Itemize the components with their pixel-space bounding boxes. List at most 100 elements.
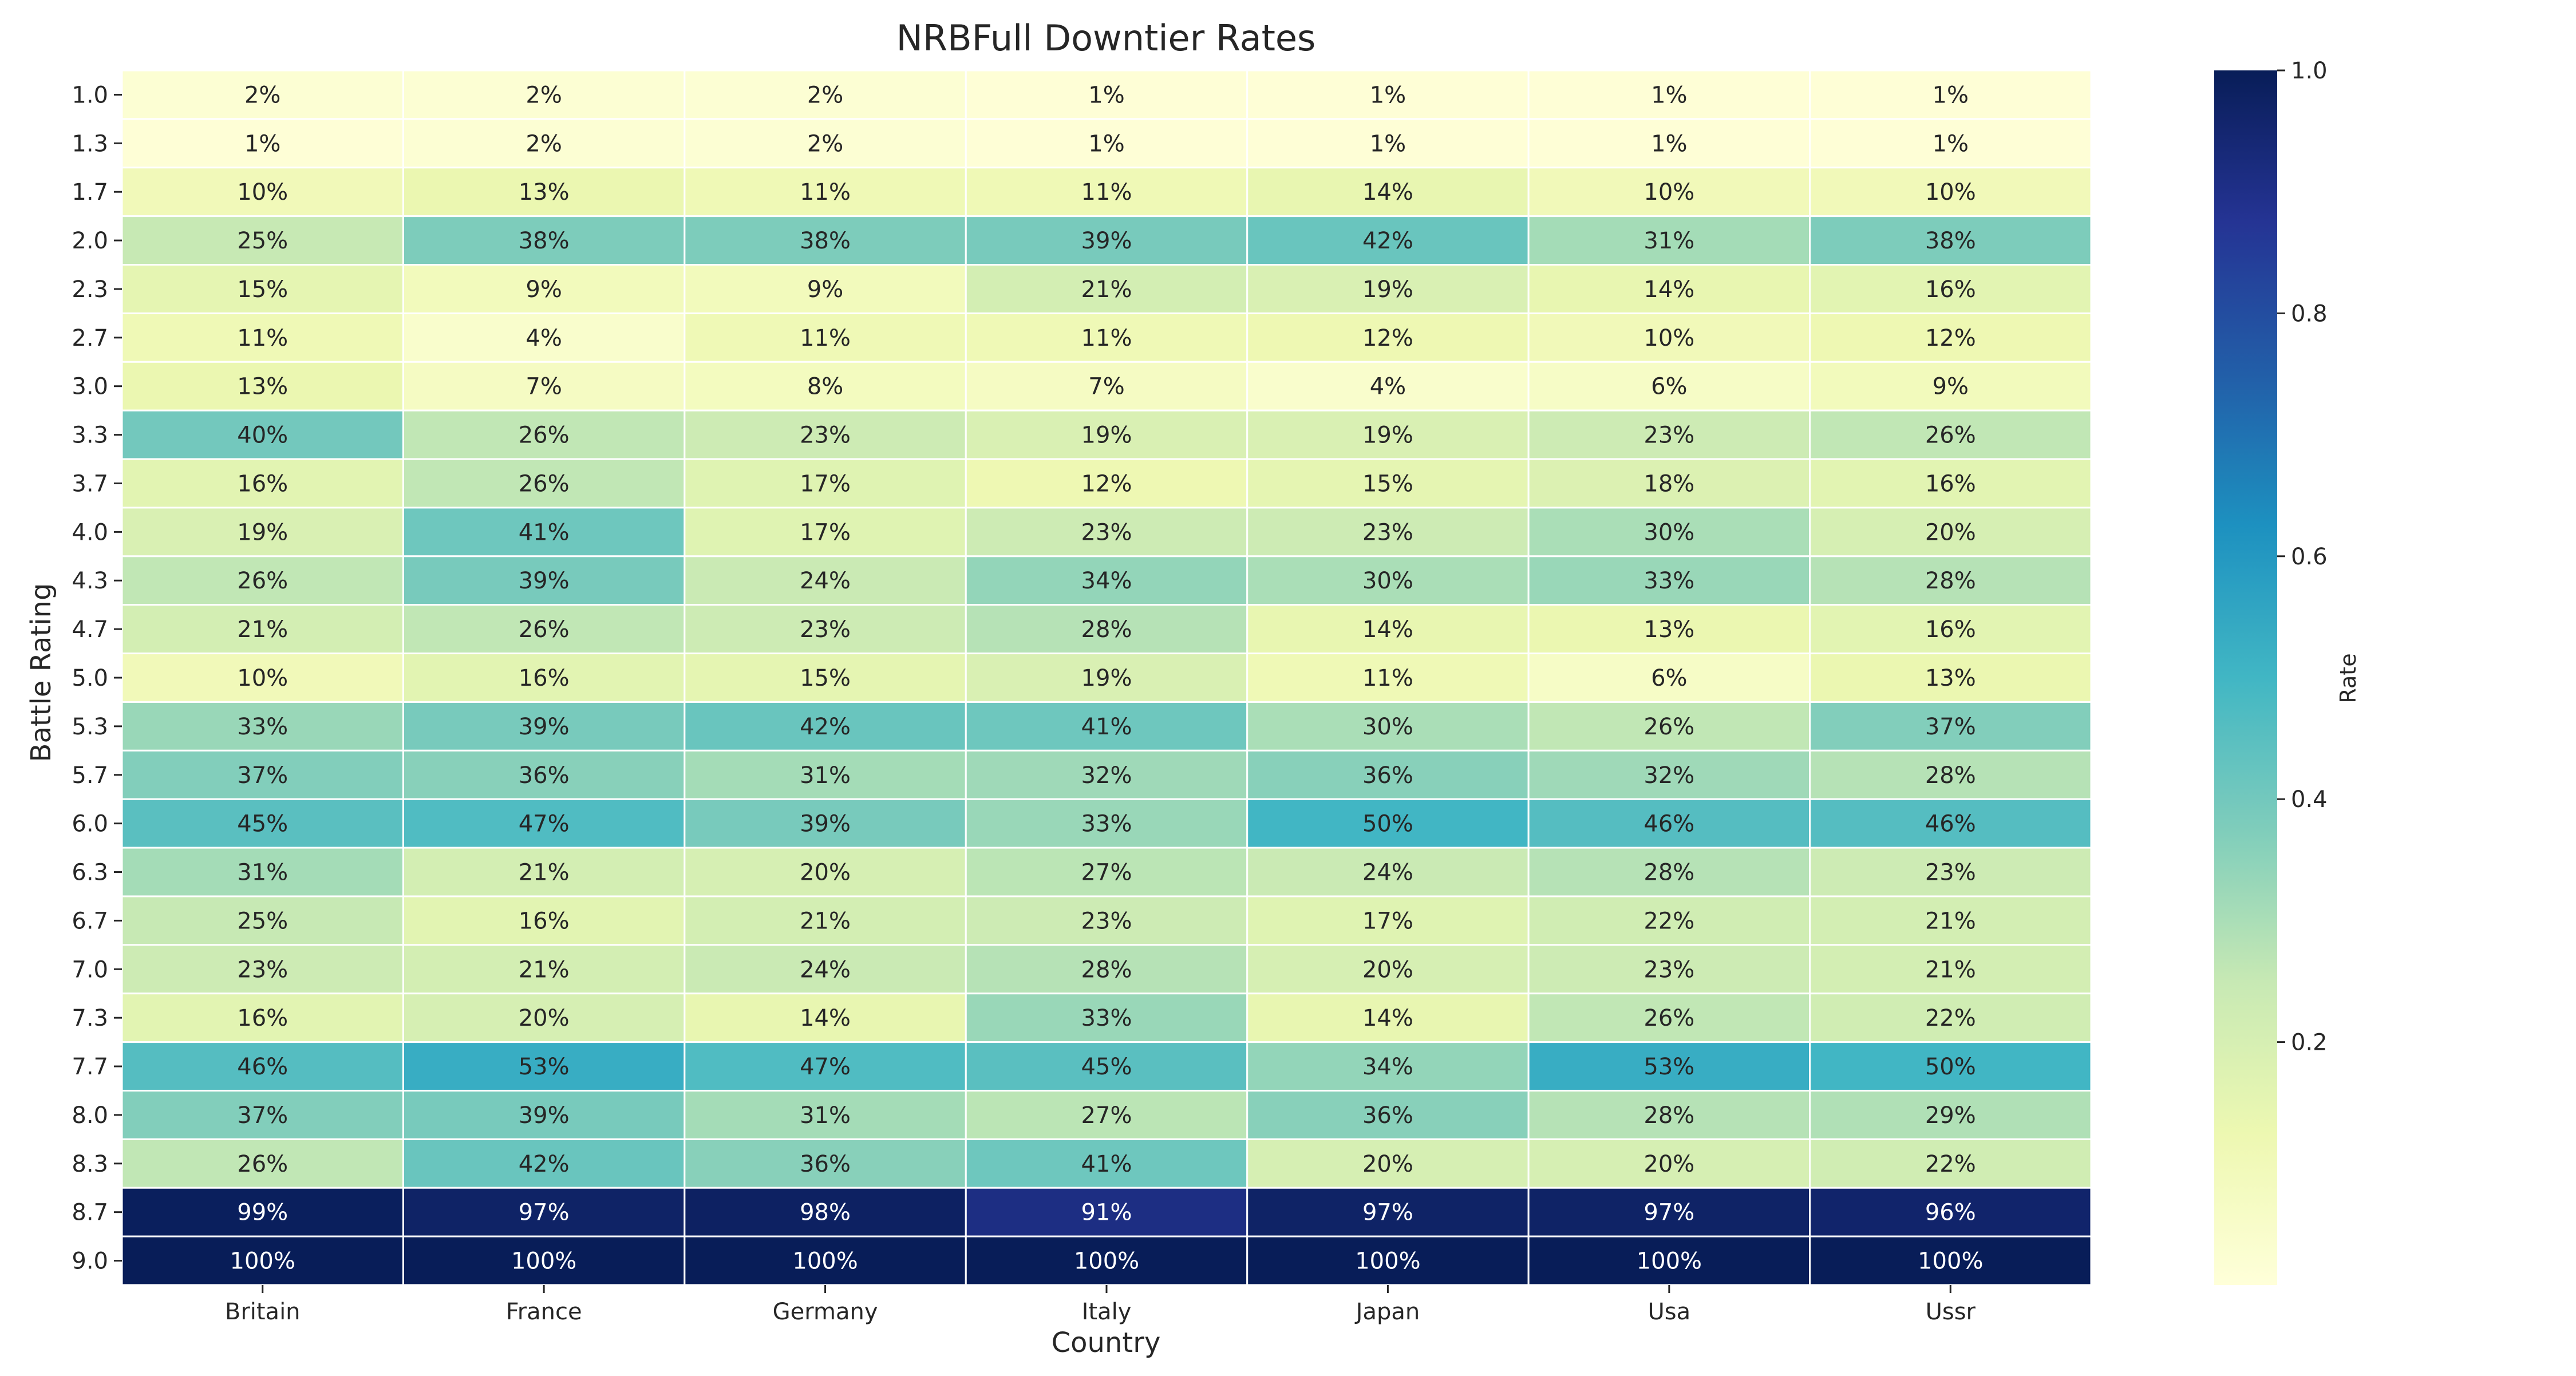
- cell-value-label: 50%: [1362, 811, 1413, 837]
- cell-value-label: 1%: [1933, 82, 1969, 108]
- cell-value-label: 1%: [1088, 131, 1124, 157]
- cell-value-label: 21%: [519, 956, 570, 983]
- cell-value-label: 4%: [526, 325, 562, 351]
- cell-value-label: 100%: [792, 1248, 858, 1275]
- heatmap-cell: [1809, 701, 2092, 752]
- cell-value-label: 12%: [1081, 470, 1132, 497]
- cell-value-label: 38%: [1925, 228, 1976, 254]
- cell-value-label: 26%: [237, 568, 288, 594]
- cell-value-label: 7%: [1088, 374, 1124, 400]
- cell-value-label: 19%: [1362, 276, 1413, 303]
- heatmap-cell: [121, 749, 404, 800]
- cell-value-label: 19%: [237, 519, 288, 545]
- cell-value-label: 23%: [1362, 519, 1413, 545]
- cell-value-label: 15%: [237, 276, 288, 303]
- cell-value-label: 26%: [1643, 1005, 1694, 1031]
- heatmap-cell: [1246, 1235, 1530, 1286]
- cell-value-label: 31%: [237, 860, 288, 886]
- heatmap-cell: [402, 215, 686, 266]
- heatmap-cell: [1809, 847, 2092, 897]
- heatmap-cell: [121, 944, 404, 995]
- heatmap-cell: [683, 895, 967, 946]
- cell-value-label: 100%: [1355, 1248, 1420, 1275]
- heatmap-cell: [402, 749, 686, 800]
- y-axis: 1.0 1.3 1.7 2.0 2.3 2.7 3.0 3.3 3.7 4.0 4.3 4.7 5.0 5…: [72, 82, 122, 1275]
- cell-value-label: 16%: [237, 470, 288, 497]
- heatmap-cell: [1809, 312, 2092, 363]
- heatmap-cell: [965, 847, 1249, 897]
- heatmap-cell: [402, 798, 686, 849]
- heatmap-cell: [683, 1138, 967, 1189]
- cell-value-label: 39%: [1081, 228, 1132, 254]
- x-tick-label: Japan: [1354, 1299, 1420, 1325]
- cell-value-label: 29%: [1925, 1102, 1976, 1129]
- cell-value-label: 24%: [800, 568, 851, 594]
- y-axis-label: Battle Rating: [25, 583, 57, 762]
- x-tick-label: France: [506, 1299, 582, 1325]
- heatmap-cell: [965, 555, 1249, 606]
- cell-value-label: 14%: [1362, 616, 1413, 643]
- y-tick-label: 7.0: [72, 956, 108, 983]
- heatmap-cell: [1527, 847, 1811, 897]
- cell-value-label: 33%: [1643, 568, 1694, 594]
- heatmap-cell: [121, 653, 404, 703]
- cell-value-label: 15%: [1362, 470, 1413, 497]
- cell-value-label: 28%: [1081, 956, 1132, 983]
- colorbar-tick-label: 0.2: [2291, 1030, 2328, 1056]
- heatmap-cell: [965, 749, 1249, 800]
- heatmap-cell: [683, 555, 967, 606]
- cell-value-label: 23%: [1643, 422, 1694, 449]
- heatmap-cell: [121, 993, 404, 1043]
- cell-value-label: 34%: [1081, 568, 1132, 594]
- cell-value-label: 21%: [237, 616, 288, 643]
- cell-value-label: 32%: [1081, 762, 1132, 789]
- cell-value-label: 42%: [800, 714, 851, 740]
- heatmap-cell: [1809, 749, 2092, 800]
- cell-value-label: 27%: [1081, 860, 1132, 886]
- cell-value-label: 39%: [519, 714, 570, 740]
- y-tick-label: 9.0: [72, 1248, 108, 1275]
- heatmap-cell: [683, 653, 967, 703]
- heatmap-cell: [1527, 361, 1811, 412]
- cell-value-label: 10%: [1925, 179, 1976, 205]
- cell-value-label: 24%: [800, 956, 851, 983]
- cell-value-label: 100%: [1637, 1248, 1702, 1275]
- heatmap-cell: [402, 604, 686, 655]
- cell-value-label: 21%: [1081, 276, 1132, 303]
- cell-value-label: 47%: [519, 811, 570, 837]
- cell-value-label: 22%: [1925, 1005, 1976, 1031]
- heatmap-cell: [683, 1041, 967, 1092]
- heatmap-cell: [402, 1138, 686, 1189]
- heatmap-cell: [1246, 312, 1530, 363]
- colorbar-tick-label: 0.8: [2291, 300, 2328, 327]
- y-tick-label: 3.0: [72, 374, 108, 400]
- cell-value-label: 53%: [1643, 1054, 1694, 1080]
- cell-value-label: 14%: [1362, 1005, 1413, 1031]
- y-tick-label: 7.3: [72, 1005, 108, 1031]
- y-tick-label: 1.3: [72, 131, 108, 157]
- cell-value-label: 100%: [230, 1248, 295, 1275]
- cell-value-label: 31%: [800, 762, 851, 789]
- heatmap-cell: [1527, 409, 1811, 460]
- cell-value-label: 33%: [1081, 1005, 1132, 1031]
- cell-value-label: 46%: [1643, 811, 1694, 837]
- y-tick-label: 8.3: [72, 1151, 108, 1177]
- heatmap-cell: [1246, 1041, 1530, 1092]
- cell-value-label: 23%: [1643, 956, 1694, 983]
- heatmap-cell: [683, 798, 967, 849]
- heatmap-cell: [965, 604, 1249, 655]
- heatmap-cell: [965, 507, 1249, 557]
- heatmap-cell: [965, 361, 1249, 412]
- cell-value-label: 19%: [1362, 422, 1413, 449]
- heatmap-cell: [1246, 1187, 1530, 1237]
- cell-value-label: 28%: [1643, 860, 1694, 886]
- cell-value-label: 97%: [519, 1200, 570, 1226]
- cell-value-label: 42%: [1362, 228, 1413, 254]
- cell-value-label: 6%: [1651, 374, 1687, 400]
- heatmap-cell: [402, 312, 686, 363]
- cell-value-label: 36%: [519, 762, 570, 789]
- cell-value-label: 20%: [1925, 519, 1976, 545]
- cell-value-label: 1%: [1370, 131, 1406, 157]
- heatmap-cell: [1809, 895, 2092, 946]
